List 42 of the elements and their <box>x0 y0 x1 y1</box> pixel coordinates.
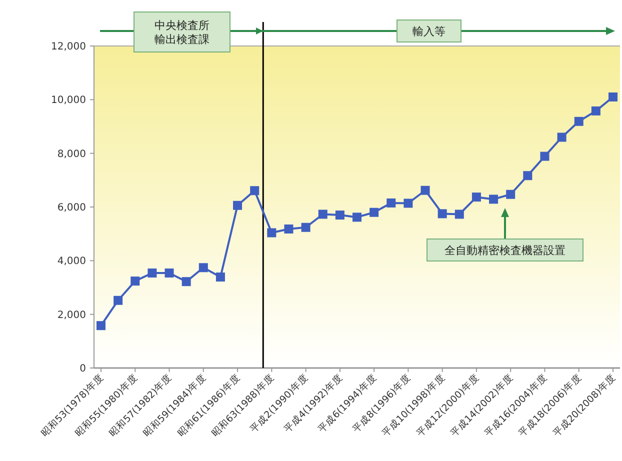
point <box>284 224 294 234</box>
text: 中央検査所 <box>154 19 210 32</box>
point <box>574 116 584 126</box>
point <box>557 132 566 142</box>
point <box>386 198 396 208</box>
y-tick-label: 12,000 <box>51 42 86 52</box>
point <box>489 194 498 204</box>
point <box>438 209 447 218</box>
annotation: 全自動精密検査機器設置 <box>444 244 566 257</box>
point <box>506 190 516 199</box>
y-tick-label: 2,000 <box>57 310 86 321</box>
y-tick-label: 8,000 <box>57 148 86 160</box>
point <box>523 171 532 180</box>
point <box>404 198 413 208</box>
point <box>540 152 550 161</box>
point <box>608 92 618 102</box>
annotation: 輸出検査課 <box>154 33 210 46</box>
point <box>420 186 430 195</box>
point <box>96 321 106 330</box>
y-tick-label: 6,000 <box>57 202 86 214</box>
point <box>216 272 225 282</box>
point <box>114 296 123 305</box>
point <box>267 228 276 238</box>
point <box>335 210 344 220</box>
point <box>318 210 328 219</box>
y-tick-label: 10,000 <box>51 95 86 106</box>
point <box>164 268 174 278</box>
point <box>250 186 260 196</box>
point <box>198 263 208 272</box>
text: 輸入等 <box>412 25 446 38</box>
point <box>454 210 464 219</box>
point <box>370 208 379 217</box>
point <box>130 276 140 286</box>
point <box>182 277 191 286</box>
point <box>148 268 157 278</box>
point <box>591 106 600 116</box>
point <box>301 222 310 232</box>
point <box>472 192 481 202</box>
point <box>233 200 242 210</box>
y-tick-label: 4,000 <box>57 256 86 268</box>
point <box>352 212 362 222</box>
y-tick-label: 0 <box>80 364 86 374</box>
